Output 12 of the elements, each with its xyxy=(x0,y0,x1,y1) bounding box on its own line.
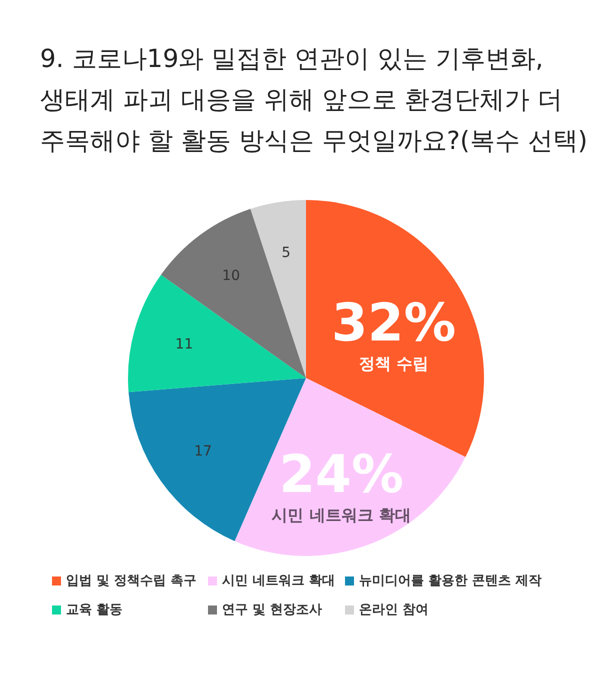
chart-title: 9. 코로나19와 밀접한 연관이 있는 기후변화, 생태계 파괴 대응을 위해 앞으로 환경단체가 더 주목해야 할 활동 방식은 무엇일까요?(복수 선택) xyxy=(40,44,588,155)
legend-label: 연구 및 현장조사 xyxy=(222,602,322,618)
legend-label: 뉴미디어를 활용한 콘텐츠 제작 xyxy=(359,574,542,588)
data-label: 17 xyxy=(194,443,212,460)
legend-label: 입법 및 정책수립 촉구 xyxy=(66,574,197,588)
data-label: 32% 정책 수립 xyxy=(331,294,456,374)
legend-label: 온라인 참여 xyxy=(359,602,429,618)
legend-label: 교육 활동 xyxy=(66,602,123,618)
legend-label: 시민 네트워크 확대 xyxy=(222,574,336,588)
data-label: 5 xyxy=(282,245,290,262)
data-label: 10 xyxy=(222,268,240,284)
data-label: 11 xyxy=(175,336,194,352)
